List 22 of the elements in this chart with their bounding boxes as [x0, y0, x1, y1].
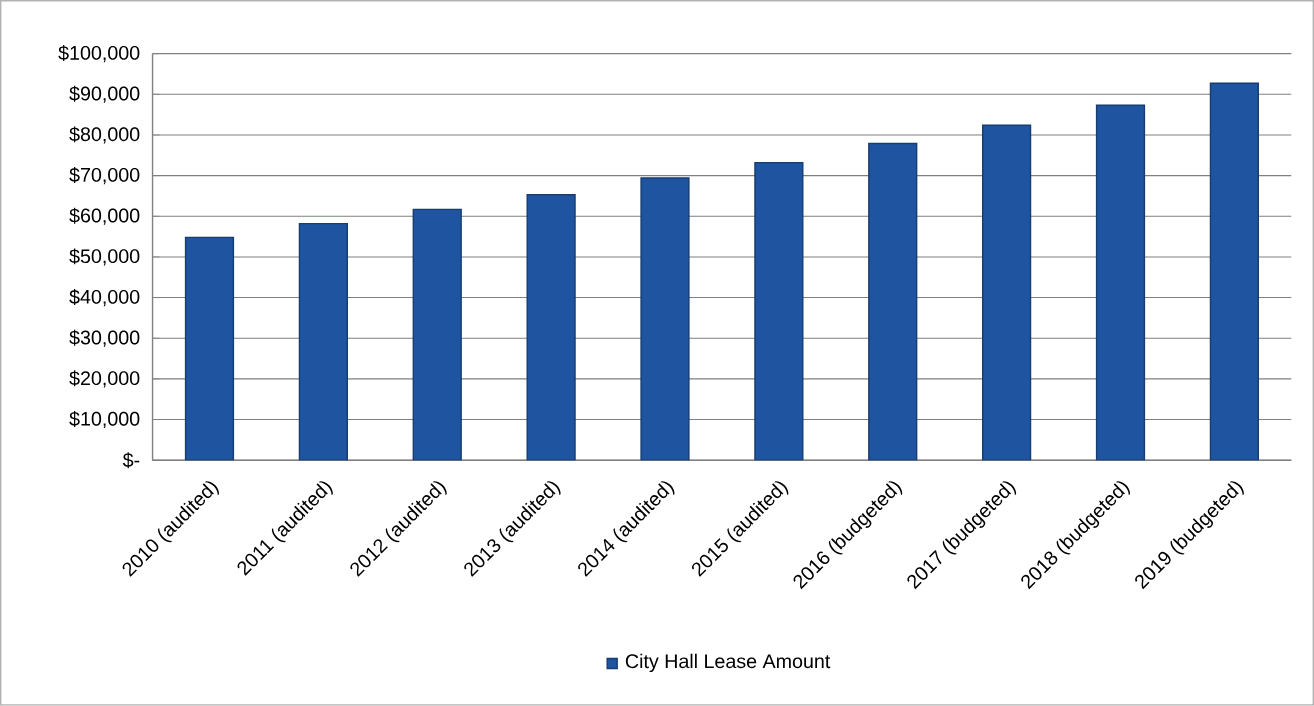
bar: [412, 208, 462, 461]
y-tick-label: $80,000: [69, 126, 140, 144]
y-tick-label: $60,000: [69, 207, 140, 225]
bar: [640, 177, 690, 461]
y-tick-label: $30,000: [69, 329, 140, 347]
y-tick-label: $10,000: [69, 411, 140, 429]
bar: [184, 236, 235, 461]
y-tick-label: $100,000: [58, 45, 140, 63]
y-tick-label: $20,000: [69, 370, 140, 388]
y-tick-label: $50,000: [69, 248, 140, 266]
bar: [1095, 104, 1146, 461]
bar: [754, 162, 804, 461]
y-tick-label: $-: [122, 452, 140, 469]
bar: [298, 223, 348, 461]
y-tick-label: $70,000: [69, 167, 140, 185]
bar: [1209, 82, 1259, 461]
legend-label: City Hall Lease Amount: [625, 653, 831, 673]
bar: [982, 124, 1032, 461]
bar: [868, 142, 918, 461]
y-tick-label: $40,000: [69, 289, 140, 307]
y-tick-label: $90,000: [69, 85, 140, 104]
bar: [526, 194, 576, 461]
